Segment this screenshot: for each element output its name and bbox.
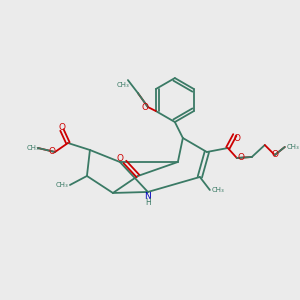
Text: CH₃: CH₃ bbox=[56, 182, 68, 188]
Text: O: O bbox=[271, 151, 278, 160]
Text: O: O bbox=[116, 154, 123, 164]
Text: O: O bbox=[233, 134, 240, 142]
Text: CH₃: CH₃ bbox=[286, 144, 299, 150]
Text: O: O bbox=[58, 122, 65, 131]
Text: CH₃: CH₃ bbox=[212, 187, 224, 193]
Text: H: H bbox=[145, 199, 151, 208]
Text: O: O bbox=[49, 148, 56, 157]
Text: CH₃: CH₃ bbox=[27, 145, 39, 151]
Text: O: O bbox=[141, 103, 148, 112]
Text: CH₃: CH₃ bbox=[116, 82, 129, 88]
Text: O: O bbox=[237, 154, 244, 163]
Text: N: N bbox=[145, 193, 151, 202]
